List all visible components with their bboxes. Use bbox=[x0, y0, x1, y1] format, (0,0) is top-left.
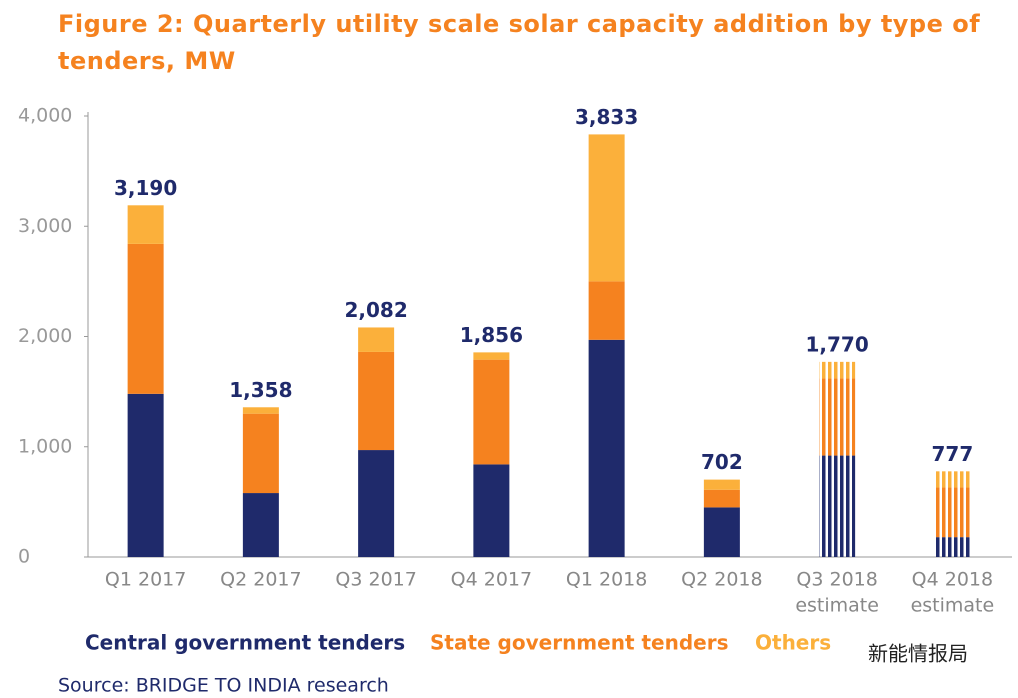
bar-segment bbox=[934, 471, 971, 488]
total-label: 1,358 bbox=[229, 378, 292, 402]
bar-segment bbox=[473, 359, 510, 465]
total-label: 777 bbox=[932, 442, 974, 466]
bar-segment bbox=[703, 489, 740, 508]
x-tick-note: estimate bbox=[911, 595, 995, 617]
total-label: 1,856 bbox=[460, 323, 523, 347]
bar-segment bbox=[473, 352, 510, 360]
x-tick-note: estimate bbox=[795, 595, 879, 617]
x-tick-label: Q1 2018 bbox=[566, 569, 647, 591]
bar-segment bbox=[127, 393, 164, 557]
bar-segment bbox=[703, 479, 740, 490]
bar-segment bbox=[127, 205, 164, 244]
total-label: 1,770 bbox=[805, 332, 868, 356]
bar-segment bbox=[703, 507, 740, 557]
source: Source: BRIDGE TO INDIA research bbox=[58, 675, 389, 697]
x-tick-label: Q2 2018 bbox=[681, 569, 762, 591]
legend-entry: Others bbox=[755, 631, 831, 655]
bar-segment bbox=[819, 378, 856, 456]
watermark: 新能情报局 bbox=[868, 642, 968, 666]
total-label: 3,190 bbox=[114, 176, 177, 200]
x-tick-label: Q3 2018 bbox=[796, 569, 877, 591]
bar-segment bbox=[819, 455, 856, 557]
x-tick-label: Q4 2018 bbox=[912, 569, 993, 591]
bar-segment bbox=[934, 537, 971, 557]
bar-segment bbox=[588, 281, 625, 340]
legend-entry: Central government tenders bbox=[85, 631, 405, 655]
x-tick-label: Q3 2017 bbox=[335, 569, 416, 591]
y-tick-label: 3,000 bbox=[18, 215, 72, 237]
bar-segment bbox=[358, 450, 395, 557]
bar-segment bbox=[127, 243, 164, 394]
total-label: 2,082 bbox=[344, 298, 407, 322]
x-tick-label: Q2 2017 bbox=[220, 569, 301, 591]
x-tick-label: Q1 2017 bbox=[105, 569, 186, 591]
bar-segment bbox=[358, 327, 395, 352]
bar-segment bbox=[358, 351, 395, 451]
y-tick-label: 0 bbox=[18, 546, 30, 568]
y-tick-label: 2,000 bbox=[18, 325, 72, 347]
chart-title: Figure 2: Quarterly utility scale solar … bbox=[58, 10, 981, 75]
bar-segment bbox=[934, 487, 971, 538]
bar-segment bbox=[819, 361, 856, 379]
bar-segment bbox=[588, 339, 625, 557]
y-tick-label: 1,000 bbox=[18, 435, 72, 457]
bar-segment bbox=[588, 134, 625, 282]
x-tick-label: Q4 2017 bbox=[451, 569, 532, 591]
bar-segment bbox=[242, 493, 279, 557]
bar-segment bbox=[242, 407, 279, 414]
total-label: 3,833 bbox=[575, 105, 638, 129]
legend-entry: State government tenders bbox=[430, 631, 729, 655]
total-label: 702 bbox=[701, 450, 743, 474]
y-tick-label: 4,000 bbox=[18, 105, 72, 127]
bar-segment bbox=[473, 464, 510, 557]
bar-segment bbox=[242, 413, 279, 494]
